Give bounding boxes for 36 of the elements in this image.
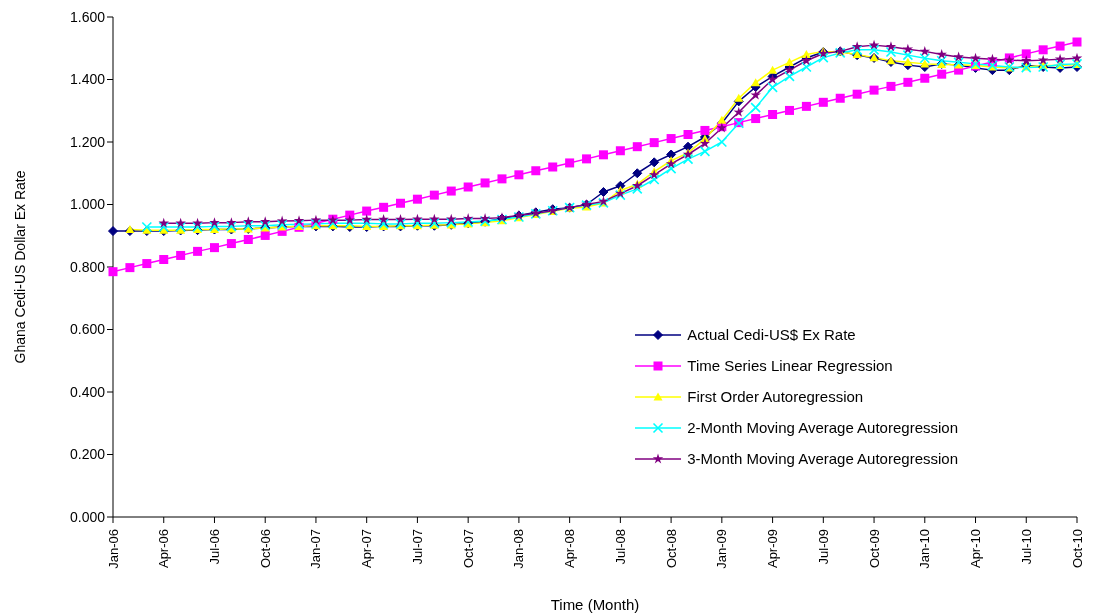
legend-label: 3-Month Moving Average Autoregression bbox=[687, 450, 958, 467]
x-tick-label: Jul-10 bbox=[1018, 529, 1034, 565]
legend-label: 2-Month Moving Average Autoregression bbox=[687, 419, 958, 436]
x-tick-label: Jul-07 bbox=[409, 529, 425, 565]
x-tick-label: Oct-06 bbox=[257, 529, 273, 569]
legend-label: First Order Autoregression bbox=[687, 388, 864, 405]
x-tick-label: Jan-07 bbox=[308, 529, 324, 569]
x-tick-label: Jan-09 bbox=[714, 529, 730, 569]
x-tick-label: Apr-06 bbox=[156, 529, 172, 569]
legend-label: Time Series Linear Regression bbox=[687, 357, 893, 374]
y-tick-label: 0.800 bbox=[69, 258, 106, 275]
x-tick-label: Jan-10 bbox=[917, 529, 933, 569]
y-tick-label: 1.400 bbox=[69, 71, 106, 88]
y-tick-label: 1.200 bbox=[69, 133, 106, 150]
x-tick-label: Jul-06 bbox=[206, 529, 222, 565]
y-tick-label: 0.600 bbox=[69, 321, 106, 338]
y-axis-title: Ghana Cedi-US Dollar Ex Rate bbox=[11, 170, 28, 364]
x-tick-label: Jan-08 bbox=[511, 529, 527, 569]
y-tick-label: 0.400 bbox=[69, 383, 106, 400]
x-tick-label: Apr-09 bbox=[765, 529, 781, 569]
x-tick-label: Oct-09 bbox=[866, 529, 882, 569]
legend-label: Actual Cedi-US$ Ex Rate bbox=[687, 326, 856, 343]
x-tick-label: Oct-08 bbox=[663, 529, 679, 569]
y-tick-label: 1.000 bbox=[69, 196, 106, 213]
x-axis-title: Time (Month) bbox=[550, 596, 640, 613]
x-tick-label: Jul-09 bbox=[815, 529, 831, 565]
x-tick-label: Apr-08 bbox=[562, 529, 578, 569]
x-tick-label: Oct-07 bbox=[460, 529, 476, 569]
y-tick-label: 0.000 bbox=[69, 508, 106, 525]
x-tick-label: Jul-08 bbox=[612, 529, 628, 565]
y-tick-label: 1.600 bbox=[69, 8, 106, 25]
x-tick-label: Apr-07 bbox=[359, 529, 375, 569]
x-tick-label: Apr-10 bbox=[968, 529, 984, 569]
x-tick-label: Oct-10 bbox=[1069, 529, 1085, 569]
y-tick-label: 0.200 bbox=[69, 446, 106, 463]
x-tick-label: Jan-06 bbox=[105, 529, 121, 569]
